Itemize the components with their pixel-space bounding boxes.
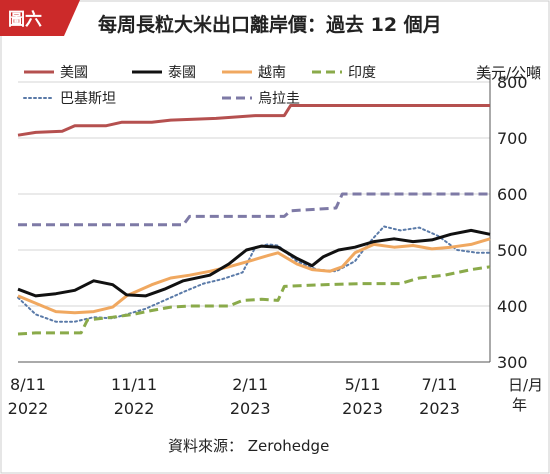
legend-label-4: 巴基斯坦: [60, 90, 116, 107]
legend-label-3: 印度: [348, 65, 376, 81]
y-tick-300: 300: [497, 353, 528, 372]
x-tick-2-line2: 2023: [230, 399, 271, 418]
y-tick-800: 800: [497, 73, 528, 92]
x-tick-1-line2: 2022: [114, 399, 155, 418]
x-axis-unit: 日/月: [508, 376, 543, 394]
x-tick-3-line2: 2023: [342, 399, 383, 418]
series-line-1: [17, 228, 491, 298]
x-tick-4-line1: 7/11: [422, 375, 458, 394]
legend-label-2: 越南: [258, 65, 286, 81]
series-line-2: [17, 237, 491, 315]
x-tick-2-line1: 2/11: [232, 375, 268, 394]
chart-title: 每周長粒大米出口離岸價：過去 12 個月: [98, 13, 442, 36]
legend-label-0: 美國: [60, 65, 88, 81]
x-tick-0-line2: 2022: [8, 399, 49, 418]
x-axis-unit-year: 年: [512, 396, 527, 414]
y-tick-600: 600: [497, 185, 528, 204]
x-tick-4-line2: 2023: [419, 399, 460, 418]
y-tick-700: 700: [497, 129, 528, 148]
x-tick-1-line1: 11/11: [111, 375, 157, 394]
badge-shape: [0, 0, 80, 36]
legend-label-1: 泰國: [168, 65, 196, 81]
x-tick-0-line1: 8/11: [10, 375, 46, 394]
y-axis-unit: 美元/公噸: [476, 64, 541, 82]
legend-label-5: 烏拉圭: [258, 90, 300, 107]
y-tick-labels: 300 400 500 600 700 800: [497, 73, 528, 372]
y-tick-500: 500: [497, 241, 528, 260]
series-line-5: [18, 192, 490, 227]
source-note: 資料來源： Zerohedge: [168, 437, 329, 455]
x-tick-labels: 8/11 2022 11/11 2022 2/11 2023 5/11 2023 7/11 202…: [8, 375, 460, 418]
y-tick-400: 400: [497, 297, 528, 316]
badge-label: 圖六: [8, 9, 42, 30]
x-tick-3-line1: 5/11: [345, 375, 381, 394]
series-group: [17, 104, 491, 336]
series-line-0: [17, 104, 490, 137]
series-line-3: [17, 265, 491, 336]
